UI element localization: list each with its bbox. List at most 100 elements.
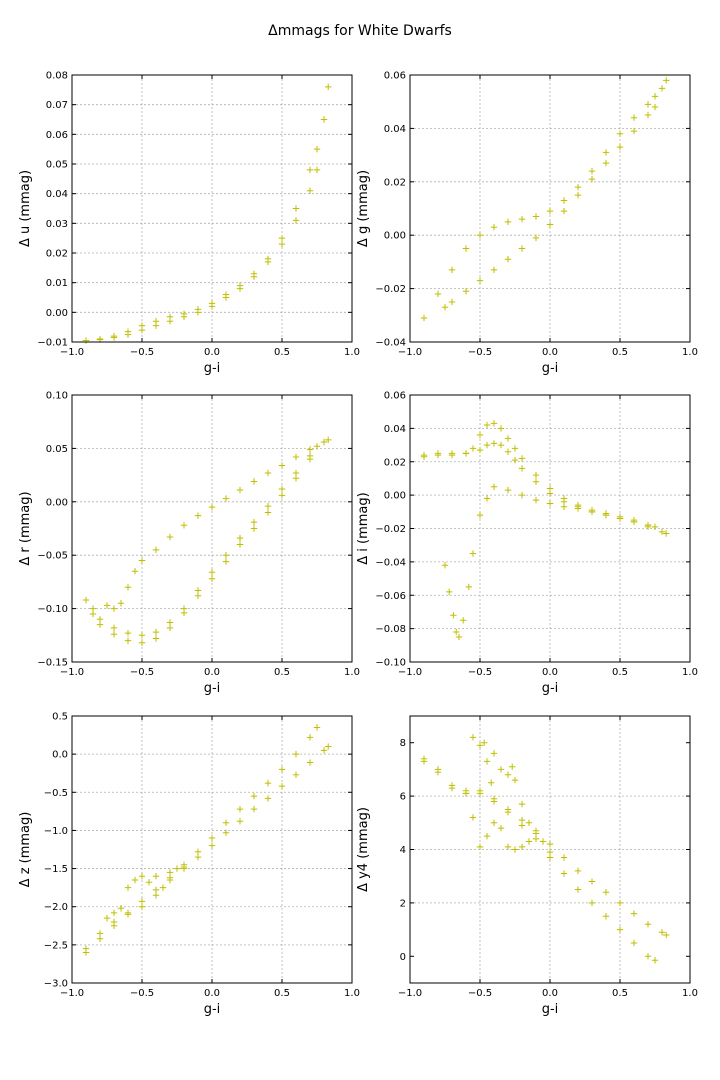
data-point bbox=[222, 819, 230, 826]
data-point bbox=[462, 787, 470, 794]
y-tick-label: 0.06 bbox=[384, 391, 406, 402]
data-point bbox=[560, 503, 568, 511]
y-tick-label: 0.00 bbox=[46, 308, 68, 319]
x-tick-label: −1.0 bbox=[398, 667, 422, 678]
data-point bbox=[138, 639, 146, 646]
y-tick-label: 0.04 bbox=[384, 124, 406, 135]
data-point bbox=[82, 337, 90, 344]
data-point bbox=[630, 939, 638, 947]
data-point bbox=[236, 805, 244, 813]
data-point bbox=[511, 456, 519, 464]
y-tick-label: 0.04 bbox=[46, 189, 68, 200]
data-point bbox=[448, 266, 456, 274]
y-tick-label: 0.02 bbox=[384, 457, 406, 468]
data-point bbox=[292, 469, 300, 477]
data-point bbox=[476, 277, 484, 284]
data-point bbox=[306, 759, 314, 766]
data-point bbox=[96, 930, 104, 937]
x-tick-label: 0.0 bbox=[542, 347, 558, 358]
x-tick-label: 1.0 bbox=[344, 667, 360, 678]
data-point bbox=[588, 508, 596, 516]
y-tick-label: −0.05 bbox=[37, 551, 68, 562]
x-tick-label: −0.5 bbox=[130, 667, 154, 678]
data-point bbox=[490, 223, 498, 231]
data-point bbox=[504, 448, 512, 455]
y-tick-label: 0.05 bbox=[46, 160, 68, 171]
data-point bbox=[511, 776, 519, 784]
data-point bbox=[325, 83, 332, 91]
data-point bbox=[518, 822, 526, 829]
data-point bbox=[138, 903, 146, 910]
data-point bbox=[152, 892, 160, 899]
data-point bbox=[194, 592, 202, 599]
data-point bbox=[497, 766, 505, 773]
y-axis-label: Δ g (mmag) bbox=[356, 170, 371, 247]
y-axis-label: Δ r (mmag) bbox=[18, 491, 33, 565]
data-point bbox=[483, 441, 491, 449]
data-point bbox=[546, 490, 554, 497]
data-point bbox=[560, 854, 568, 861]
data-point bbox=[222, 558, 230, 565]
data-point bbox=[222, 829, 230, 836]
data-point bbox=[651, 93, 659, 100]
data-point bbox=[469, 814, 477, 821]
series-2 bbox=[82, 743, 332, 952]
data-point bbox=[264, 469, 272, 477]
x-tick-label: 1.0 bbox=[344, 347, 360, 358]
data-point bbox=[469, 445, 477, 452]
x-tick-label: 0.5 bbox=[274, 347, 290, 358]
data-point bbox=[131, 568, 139, 575]
data-points bbox=[420, 420, 670, 641]
data-point bbox=[313, 724, 321, 731]
data-point bbox=[250, 273, 258, 280]
y-tick-label: 0.00 bbox=[384, 231, 406, 242]
data-point bbox=[222, 294, 230, 301]
figure-title: Δmmags for White Dwarfs bbox=[268, 23, 452, 39]
data-point bbox=[532, 835, 540, 843]
y-tick-label: −0.04 bbox=[375, 557, 406, 568]
data-point bbox=[208, 569, 216, 576]
data-point bbox=[236, 486, 244, 494]
data-point bbox=[462, 245, 470, 252]
x-tick-label: 0.0 bbox=[542, 667, 558, 678]
series-3 bbox=[462, 734, 554, 856]
series-4 bbox=[469, 814, 533, 853]
data-point bbox=[476, 431, 484, 439]
y-tick-label: 0.5 bbox=[52, 712, 68, 723]
data-point bbox=[504, 771, 512, 778]
x-tick-label: 0.0 bbox=[204, 667, 220, 678]
y-tick-label: −0.10 bbox=[375, 658, 406, 669]
data-point bbox=[145, 879, 153, 886]
data-point bbox=[511, 445, 519, 452]
data-point bbox=[222, 552, 230, 559]
x-tick-label: 1.0 bbox=[682, 988, 698, 999]
y-tick-label: 0.02 bbox=[384, 177, 406, 188]
data-point bbox=[441, 304, 449, 311]
data-point bbox=[574, 505, 582, 512]
data-point bbox=[434, 290, 442, 298]
data-point bbox=[532, 830, 540, 837]
data-point bbox=[450, 612, 457, 619]
series-2 bbox=[420, 440, 652, 529]
data-point bbox=[264, 502, 272, 510]
data-point bbox=[518, 491, 526, 499]
data-point bbox=[131, 876, 139, 884]
data-point bbox=[602, 159, 610, 167]
data-point bbox=[313, 166, 321, 174]
data-points bbox=[82, 83, 332, 344]
data-point bbox=[448, 451, 456, 459]
x-tick-label: 0.5 bbox=[612, 667, 628, 678]
data-point bbox=[250, 518, 258, 526]
data-point bbox=[663, 77, 670, 84]
data-point bbox=[278, 234, 286, 242]
data-point bbox=[497, 425, 505, 432]
y-tick-label: −1.5 bbox=[44, 864, 68, 875]
y-tick-label: −3.0 bbox=[44, 979, 68, 990]
data-point bbox=[159, 884, 167, 891]
data-point bbox=[89, 610, 97, 618]
panel-2: −1.0 −0.5 0.0 0.5 1.0 −0.04 −0.02 0.00 0.02 0.04 0… bbox=[356, 71, 698, 377]
y-tick-label: 0.07 bbox=[46, 100, 68, 111]
data-point bbox=[278, 782, 286, 790]
data-points bbox=[82, 436, 332, 646]
